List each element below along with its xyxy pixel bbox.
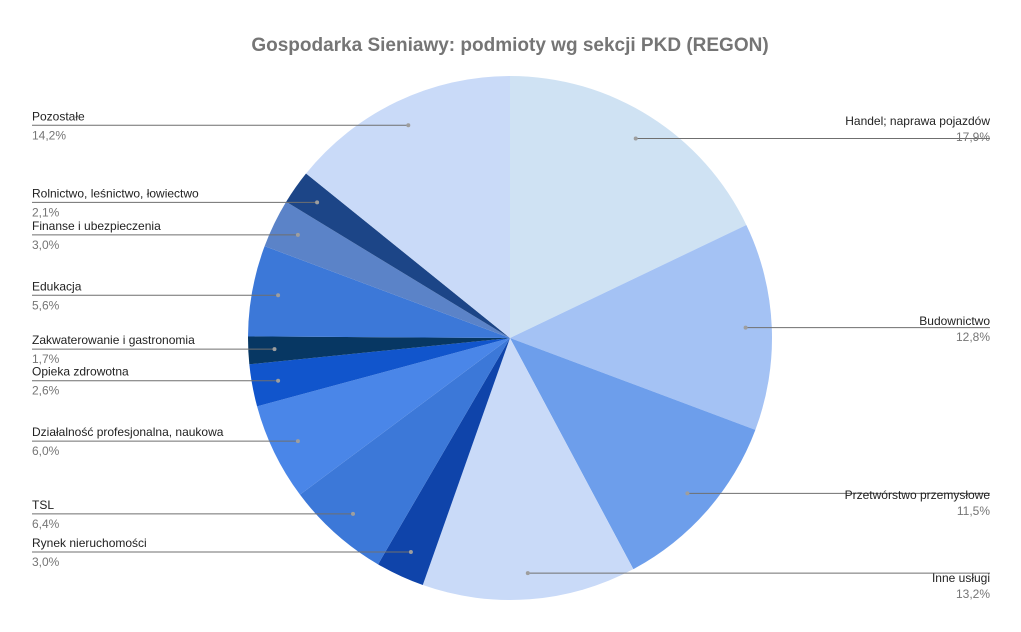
pie-slice-rynek-nieruchomosci (378, 338, 510, 586)
slice-value-pozostale: 14,2% (32, 128, 66, 142)
slice-value-rolnictwo-lesnictwo-lowiectwo: 2,1% (32, 205, 60, 219)
slice-value-przetworstwo-przemyslowe: 11,5% (957, 504, 990, 518)
pie-slice-budownictwo (510, 224, 773, 430)
slice-value-edukacja: 5,6% (32, 298, 60, 312)
leader-dot-edukacja (276, 293, 281, 298)
slice-label-inne-uslugi: Inne usługi (932, 571, 990, 585)
slice-label-budownictwo: Budownictwo (919, 314, 990, 328)
pie-slice-edukacja (248, 246, 510, 338)
pie-slice-przetworstwo-przemyslowe (510, 338, 756, 570)
slice-label-zakwaterowanie-i-gastronomia: Zakwaterowanie i gastronomia (32, 333, 195, 347)
leader-dot-finanse-i-ubezpieczenia (295, 232, 300, 237)
leader-dot-pozostale (406, 123, 411, 128)
leader-dot-budownictwo (743, 325, 748, 330)
pie-slice-finanse-i-ubezpieczenia (264, 201, 510, 338)
leader-dot-dzialalnosc-profesjonalna-naukowa (295, 439, 300, 444)
slice-label-tsl: TSL (32, 498, 54, 512)
slice-value-opieka-zdrowotna: 2,6% (32, 384, 60, 398)
pie-slice-handel-naprawa-pojazdow (510, 76, 747, 338)
slice-value-inne-uslugi: 13,2% (956, 587, 990, 601)
slice-value-finanse-i-ubezpieczenia: 3,0% (32, 238, 60, 252)
leader-dot-przetworstwo-przemyslowe (685, 491, 690, 496)
pie-slice-pozostale (306, 76, 510, 338)
slice-value-zakwaterowanie-i-gastronomia: 1,7% (32, 352, 60, 366)
slice-value-tsl: 6,4% (32, 517, 60, 531)
pie-slices (248, 76, 773, 600)
pie-slice-dzialalnosc-profesjonalna-naukowa (257, 338, 510, 495)
slice-label-rynek-nieruchomosci: Rynek nieruchomości (32, 536, 147, 550)
slice-label-opieka-zdrowotna: Opieka zdrowotna (32, 365, 129, 379)
leader-dot-zakwaterowanie-i-gastronomia (272, 347, 277, 352)
leader-dot-inne-uslugi (525, 571, 530, 576)
slice-label-przetworstwo-przemyslowe: Przetwórstwo przemysłowe (845, 488, 991, 502)
pie-slice-tsl (299, 338, 510, 565)
slice-labels: Handel; naprawa pojazdów 17,9% Budownictwo… (32, 109, 990, 601)
slice-label-pozostale: Pozostałe (32, 109, 85, 123)
leader-dot-rynek-nieruchomosci (408, 550, 413, 554)
leader-dot-handel-naprawa-pojazdow (633, 136, 638, 141)
slice-value-rynek-nieruchomosci: 3,0% (32, 555, 60, 569)
chart-title: Gospodarka Sieniawy: podmioty wg sekcji … (251, 35, 768, 56)
slice-label-handel-naprawa-pojazdow: Handel; naprawa pojazdów (845, 114, 990, 128)
slice-value-handel-naprawa-pojazdow: 17,9% (956, 130, 990, 144)
slice-value-dzialalnosc-profesjonalna-naukowa: 6,0% (32, 444, 60, 458)
slice-label-rolnictwo-lesnictwo-lowiectwo: Rolnictwo, leśnictwo, łowiectwo (32, 186, 199, 200)
leader-dot-rolnictwo-lesnictwo-lowiectwo (315, 200, 320, 205)
pie-slice-opieka-zdrowotna (249, 338, 510, 407)
slice-value-budownictwo: 12,8% (956, 330, 990, 344)
pie-slice-rolnictwo-lesnictwo-lowiectwo (286, 173, 510, 338)
slice-label-edukacja: Edukacja (32, 279, 82, 293)
pie-slice-inne-uslugi (422, 338, 634, 600)
leader-dot-opieka-zdrowotna (276, 378, 281, 383)
pie-slice-zakwaterowanie-i-gastronomia (248, 336, 510, 365)
slice-label-dzialalnosc-profesjonalna-naukowa: Działalność profesjonalna, naukowa (32, 425, 224, 439)
slice-label-finanse-i-ubezpieczenia: Finanse i ubezpieczenia (32, 219, 161, 233)
leader-dot-tsl (351, 511, 355, 516)
